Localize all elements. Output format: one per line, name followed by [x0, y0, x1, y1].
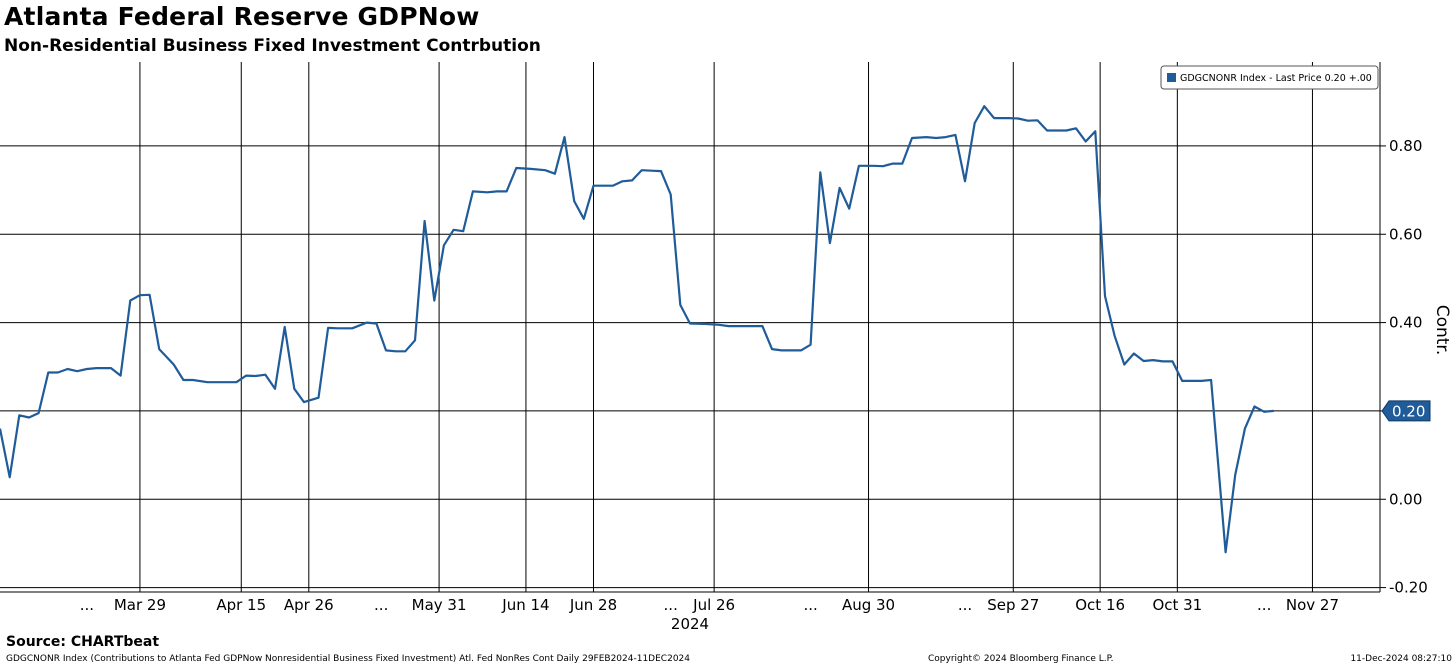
footer-description: GDGCNONR Index (Contributions to Atlanta…	[6, 654, 690, 664]
last-value-tag-text: 0.20	[1392, 402, 1425, 420]
line-chart: 0.80 0.60 0.40 0.20 0.00 -0.20 ... Mar 29 Apr 1…	[0, 62, 1452, 632]
x-tick-label: ...	[664, 596, 678, 614]
x-tick-labels: ... Mar 29 Apr 15 Apr 26... May 31 Jun 14 Jun …	[80, 596, 1339, 614]
y-tick-label: 0.60	[1389, 225, 1422, 243]
gridlines	[0, 62, 1380, 592]
x-tick-label: Nov 27	[1286, 596, 1339, 614]
chart-title: Atlanta Federal Reserve GDPNow	[4, 2, 480, 31]
x-tick-label: ...	[803, 596, 817, 614]
series-layer	[0, 105, 1274, 554]
x-tick-label: Jun 28	[569, 596, 617, 614]
y-tick-label: 0.40	[1389, 314, 1422, 332]
footer-copyright: Copyright© 2024 Bloomberg Finance L.P.	[928, 654, 1114, 664]
legend-box	[1160, 65, 1379, 90]
x-tick-label: Jul 26	[692, 596, 735, 614]
last-value-tag: 0.20	[1381, 400, 1431, 422]
chart-subtitle: Non-Residential Business Fixed Investmen…	[4, 36, 541, 56]
y-tick-label: -0.20	[1389, 579, 1428, 597]
year-label: 2024	[671, 615, 709, 632]
y-axis-label: Contr.	[1432, 305, 1452, 356]
x-tick-label: ...	[374, 596, 388, 614]
y-tick-labels: 0.80 0.60 0.40 0.20 0.00 -0.20	[1389, 137, 1428, 597]
x-tick-label: Oct 31	[1152, 596, 1202, 614]
last-value-tag-shape	[1381, 400, 1431, 422]
y-tick-label: 0.00	[1389, 490, 1422, 508]
axes-layer	[0, 62, 1386, 593]
x-tick-label: May 31	[412, 596, 467, 614]
x-tick-label: Apr 15	[216, 596, 266, 614]
x-tick-label: Mar 29	[114, 596, 166, 614]
x-tick-label: ...	[958, 596, 972, 614]
legend-text: GDGCNONR Index - Last Price 0.20 +.00	[1180, 73, 1372, 84]
x-tick-label: ...	[1257, 596, 1271, 614]
source-label: Source: CHARTbeat	[6, 634, 160, 650]
x-tick-label: Oct 16	[1075, 596, 1125, 614]
footer-timestamp: 11-Dec-2024 08:27:10	[1350, 654, 1452, 664]
legend: GDGCNONR Index - Last Price 0.20 +.00	[1160, 65, 1379, 90]
y-tick-label: 0.80	[1389, 137, 1422, 155]
x-tick-label: ...	[80, 596, 94, 614]
x-tick-label: Sep 27	[987, 596, 1039, 614]
x-tick-label: Aug 30	[842, 596, 895, 614]
x-tick-label: Apr 26	[284, 596, 334, 614]
series-line-gdgcnonr	[0, 105, 1274, 554]
x-tick-label: Jun 14	[501, 596, 549, 614]
legend-swatch	[1167, 73, 1176, 82]
